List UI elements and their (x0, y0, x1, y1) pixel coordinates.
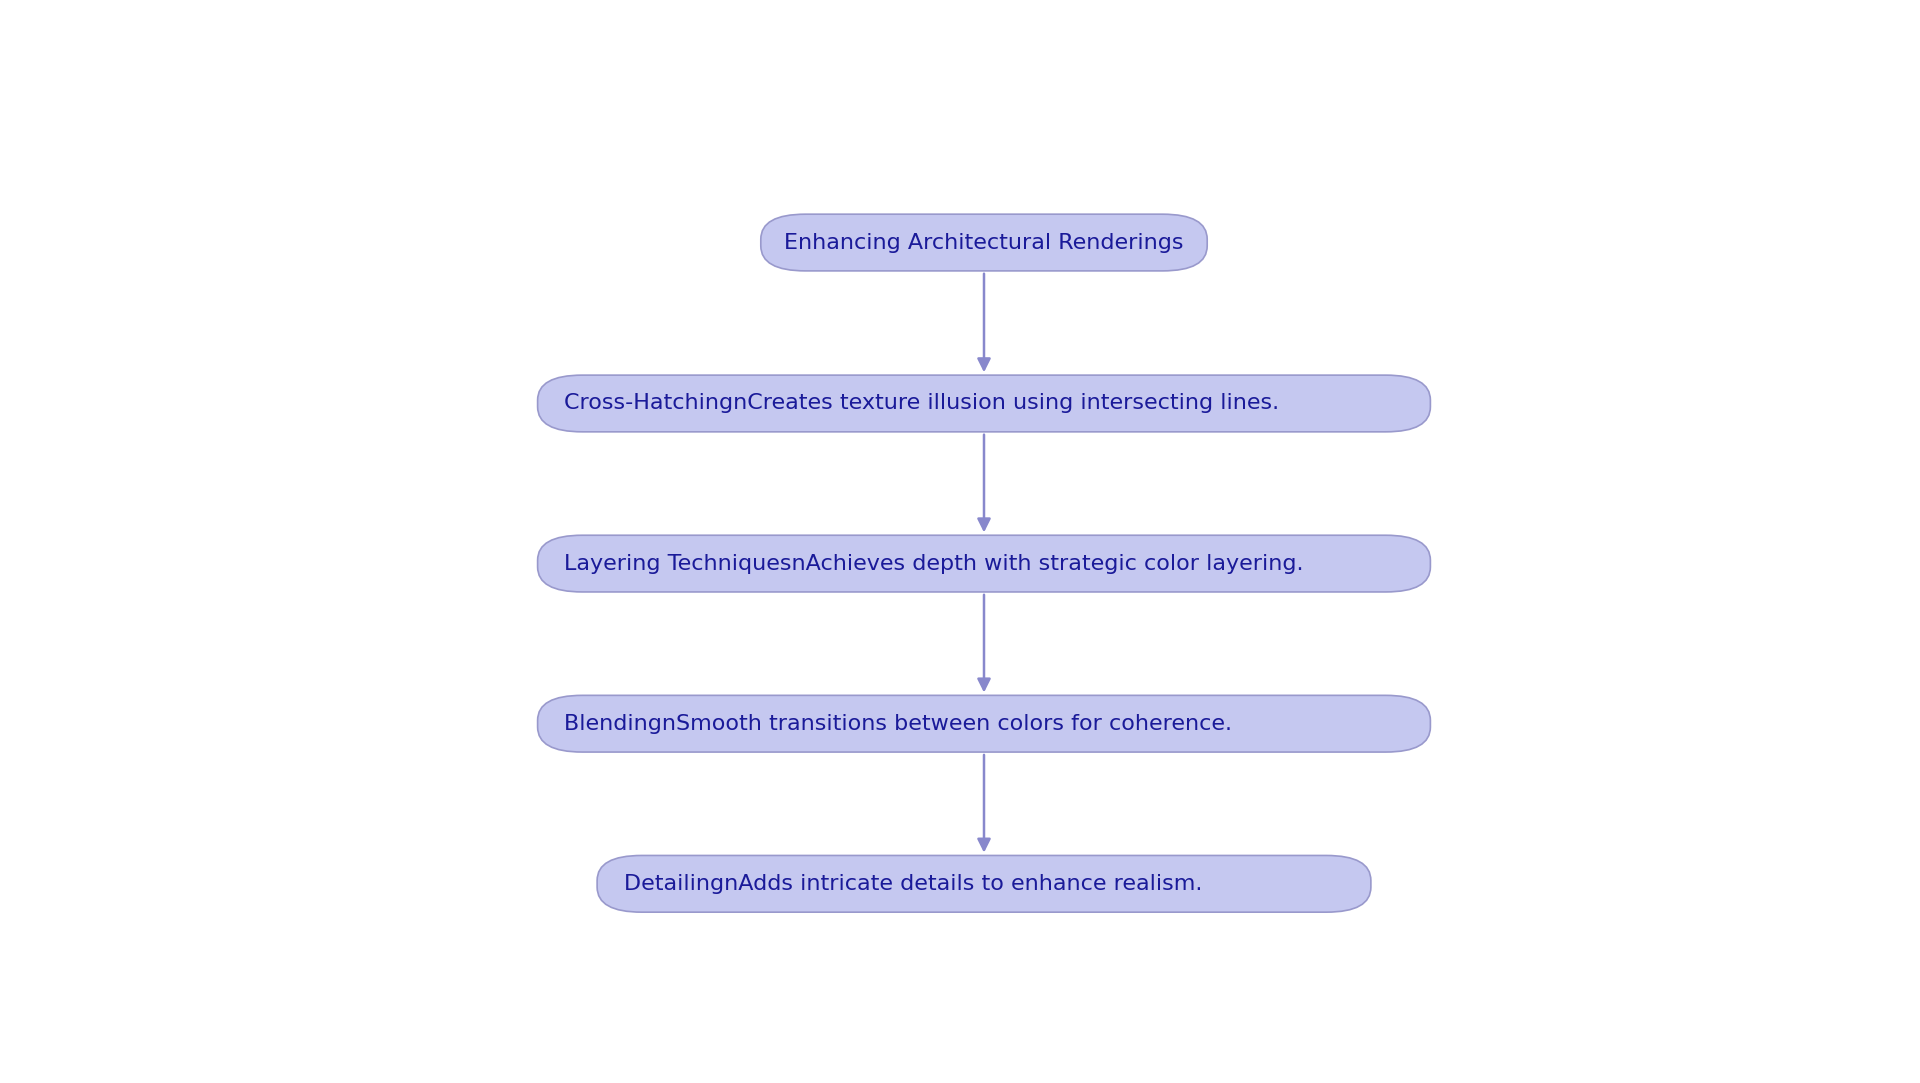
Text: Cross-HatchingnCreates texture illusion using intersecting lines.: Cross-HatchingnCreates texture illusion … (564, 393, 1279, 414)
FancyBboxPatch shape (538, 535, 1430, 592)
FancyBboxPatch shape (538, 695, 1430, 752)
FancyBboxPatch shape (597, 856, 1371, 912)
FancyBboxPatch shape (538, 375, 1430, 432)
Text: Layering TechniquesnAchieves depth with strategic color layering.: Layering TechniquesnAchieves depth with … (564, 553, 1304, 574)
Text: Enhancing Architectural Renderings: Enhancing Architectural Renderings (783, 233, 1185, 252)
Text: BlendingnSmooth transitions between colors for coherence.: BlendingnSmooth transitions between colo… (564, 714, 1233, 733)
FancyBboxPatch shape (760, 214, 1208, 271)
Text: DetailingnAdds intricate details to enhance realism.: DetailingnAdds intricate details to enha… (624, 874, 1202, 893)
